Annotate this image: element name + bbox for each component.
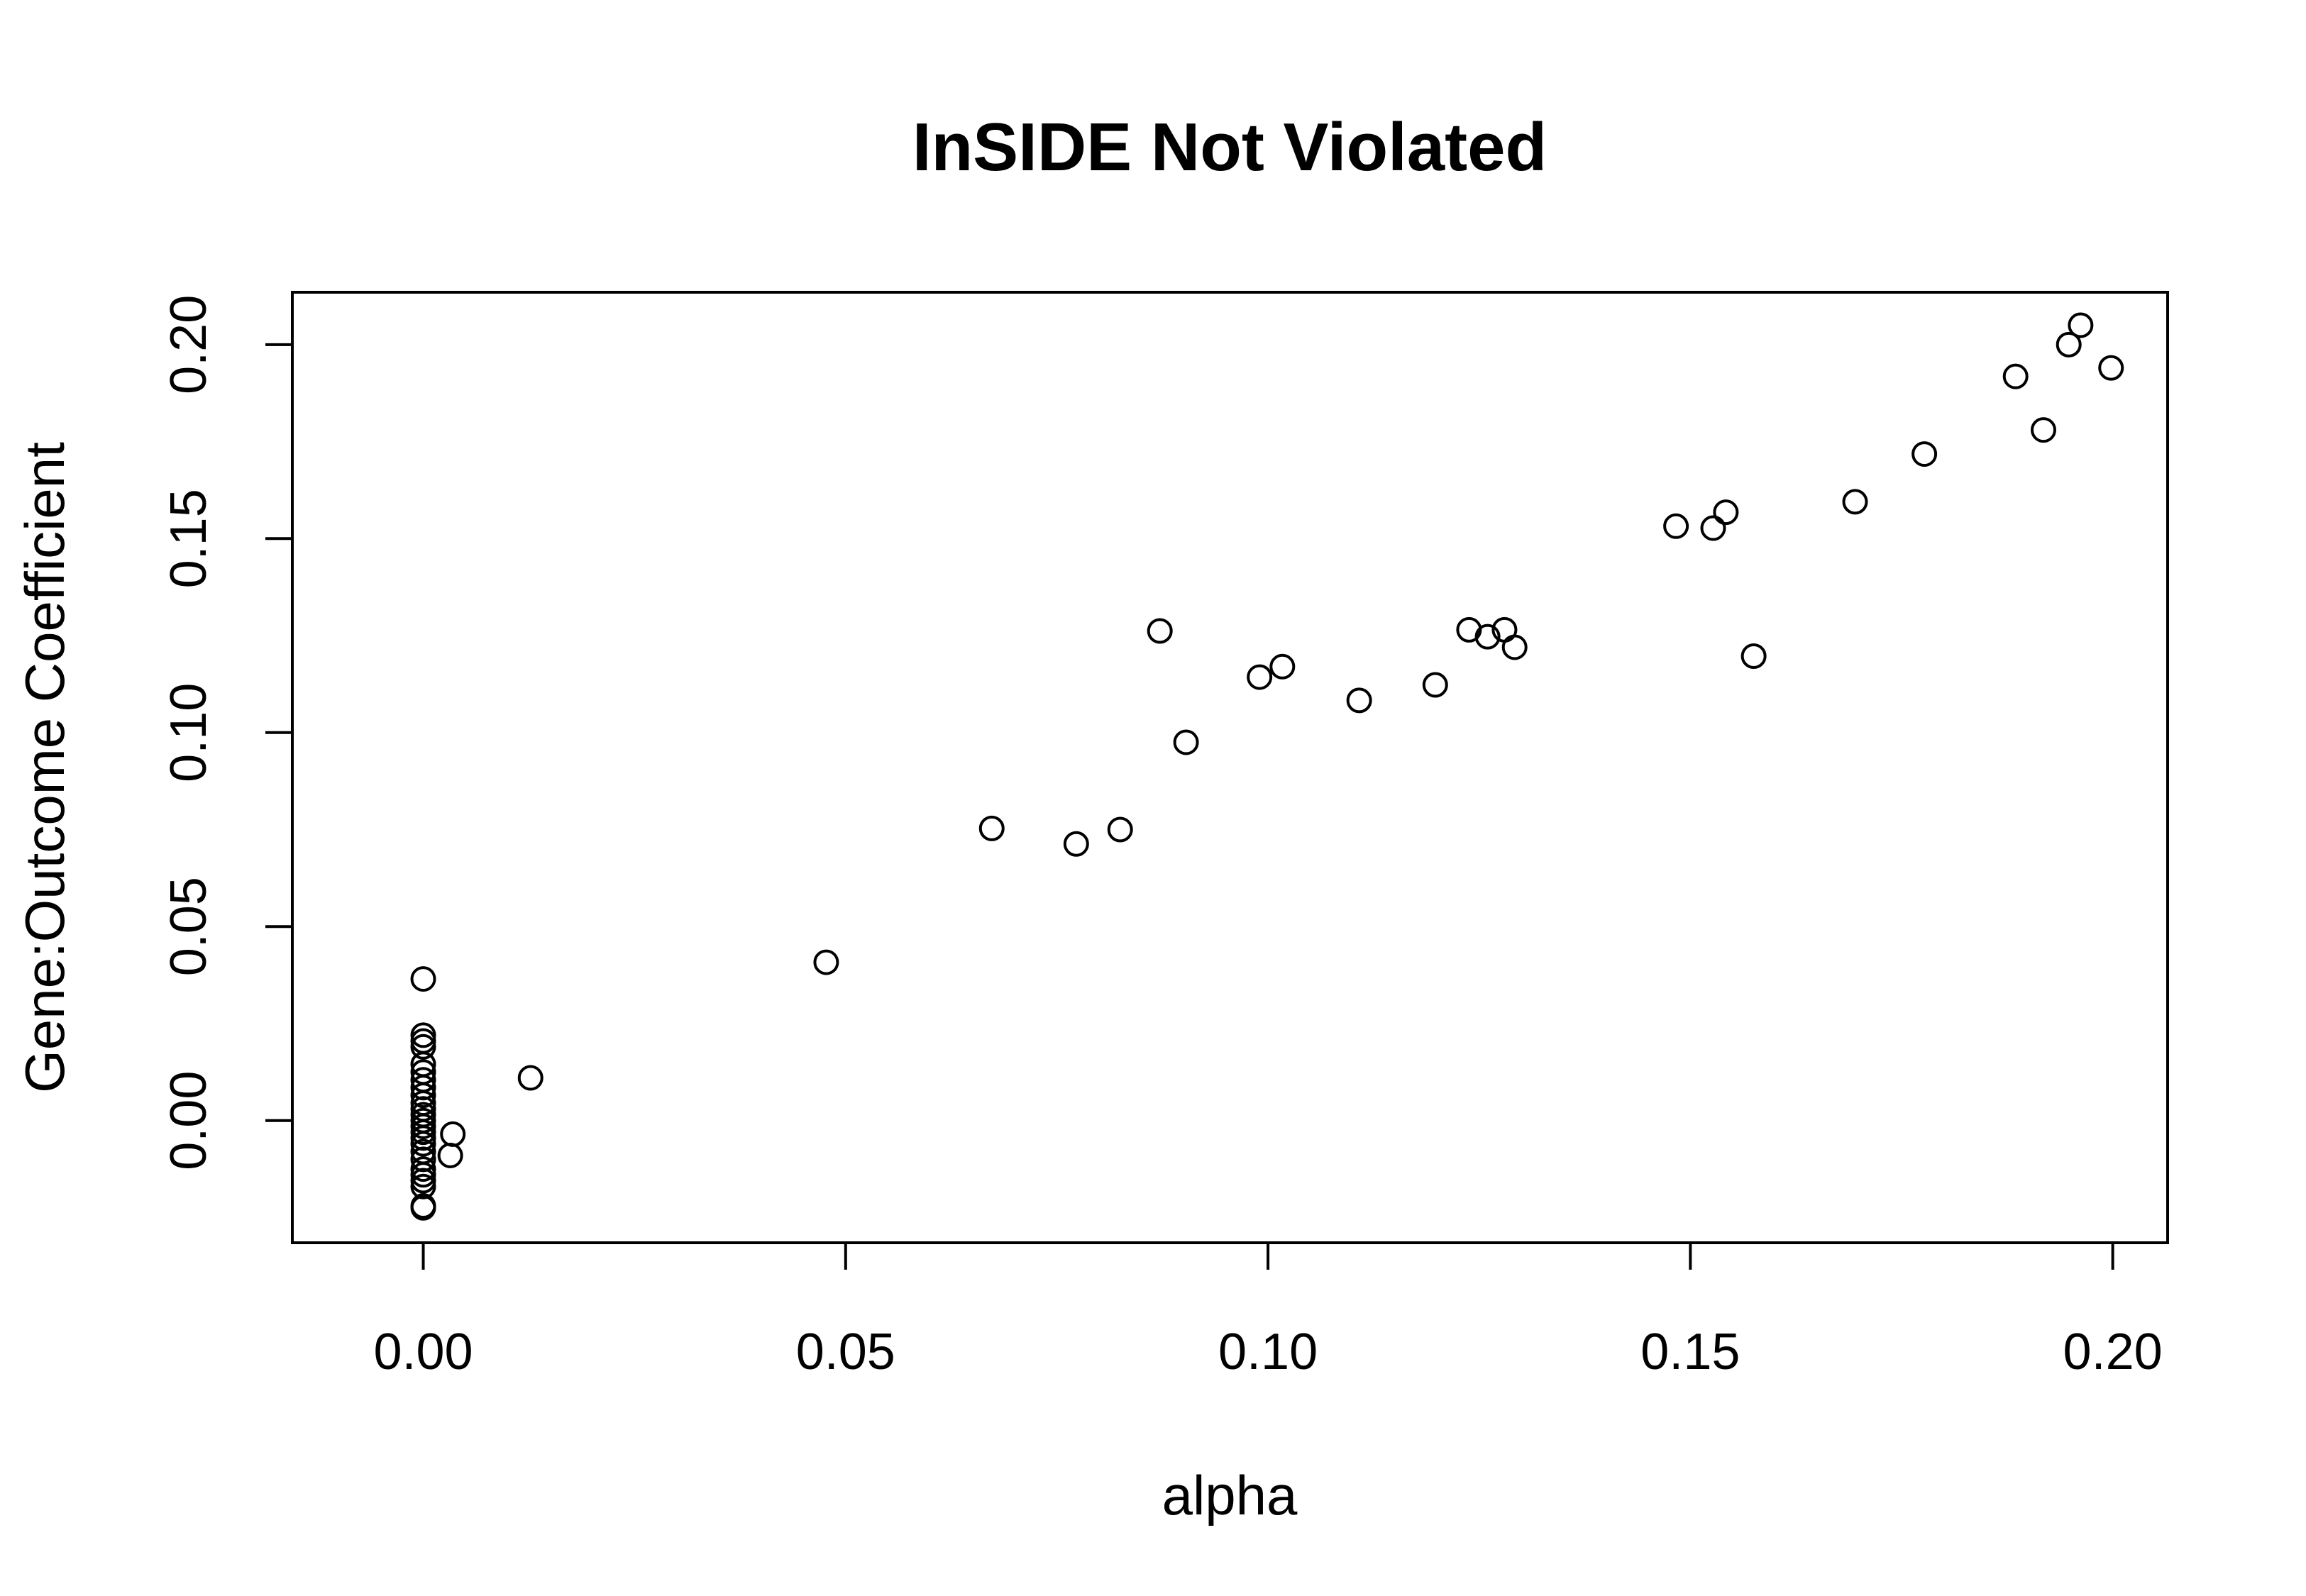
data-point — [2098, 355, 2124, 381]
data-point — [1063, 831, 1089, 857]
data-point — [2002, 363, 2029, 389]
data-point — [2056, 331, 2082, 358]
y-axis: 0.00 0.05 0.10 0.15 0.20 — [160, 295, 292, 1170]
x-tick-label: 0.05 — [796, 1324, 895, 1380]
data-point — [1713, 499, 1739, 526]
data-point — [440, 1121, 466, 1147]
data-point — [410, 1195, 436, 1221]
y-axis-label: Gene:Outcome Coefficient — [13, 442, 76, 1093]
x-tick-label: 0.00 — [373, 1324, 473, 1380]
y-tick-label: 0.15 — [160, 489, 217, 588]
data-point — [1842, 489, 1868, 515]
data-point — [2030, 417, 2056, 443]
data-point — [1107, 816, 1133, 843]
data-points — [410, 312, 2124, 1221]
data-point — [1474, 624, 1501, 650]
x-tick-label: 0.10 — [1218, 1324, 1318, 1380]
data-point — [1700, 515, 1726, 541]
data-point — [410, 1082, 436, 1109]
x-tick-label: 0.20 — [2063, 1324, 2163, 1380]
data-point — [1269, 653, 1296, 680]
data-point — [410, 1028, 436, 1054]
x-axis-label: alpha — [1162, 1464, 1298, 1526]
data-point — [437, 1142, 463, 1168]
y-tick-label: 0.00 — [160, 1071, 217, 1170]
data-point — [1422, 672, 1448, 698]
data-point — [1147, 618, 1173, 644]
data-point — [410, 966, 436, 992]
data-point — [1247, 664, 1273, 690]
data-point — [1501, 634, 1528, 660]
data-point — [1173, 729, 1199, 755]
data-point — [410, 1033, 436, 1060]
data-point — [1911, 441, 1938, 467]
data-point — [1663, 513, 1689, 539]
x-axis: 0.00 0.05 0.10 0.15 0.20 — [373, 1243, 2163, 1380]
data-point — [517, 1065, 544, 1091]
y-tick-label: 0.10 — [160, 683, 217, 782]
y-tick-label: 0.20 — [160, 295, 217, 394]
data-point — [2068, 312, 2094, 338]
x-tick-label: 0.15 — [1640, 1324, 1740, 1380]
chart-title: InSIDE Not Violated — [912, 109, 1547, 185]
y-tick-label: 0.05 — [160, 877, 217, 976]
data-point — [410, 1131, 436, 1157]
data-point — [1346, 687, 1372, 714]
data-point — [978, 815, 1005, 841]
plot-frame — [291, 291, 2169, 1244]
data-point — [813, 949, 839, 975]
data-point — [1740, 643, 1767, 670]
